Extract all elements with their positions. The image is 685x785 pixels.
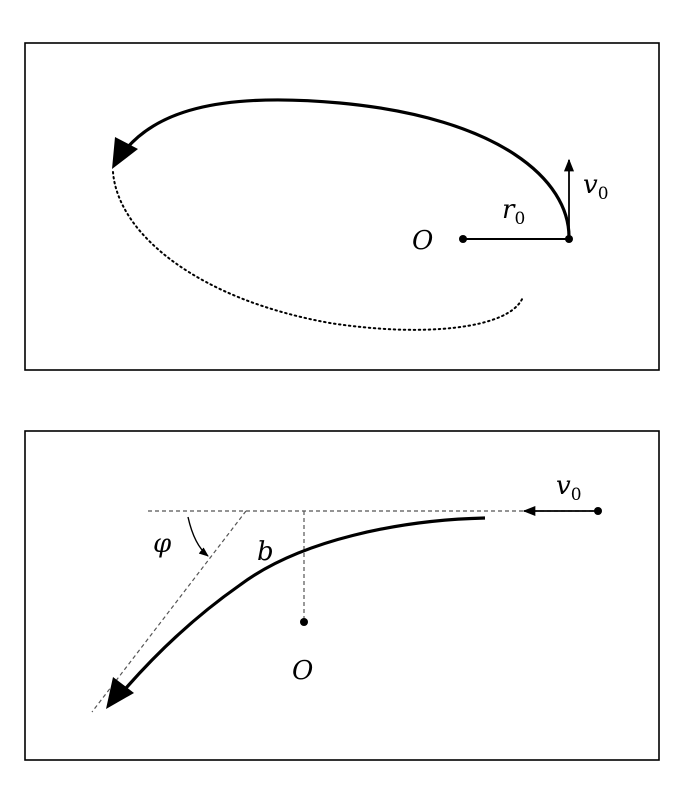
incoming-point	[594, 507, 602, 515]
origin-label-bottom: O	[292, 656, 313, 686]
velocity-label-top-main: v	[583, 170, 598, 200]
outgoing-asymptote	[91, 510, 247, 713]
angle-label: φ	[153, 529, 172, 559]
velocity-label-bottom: v0	[556, 471, 582, 505]
trajectory-arrowhead	[106, 677, 134, 709]
radius-label-sub: 0	[514, 209, 525, 229]
velocity-label-bottom-main: v	[556, 471, 571, 501]
velocity-label-top: v0	[583, 170, 609, 204]
velocity-label-bottom-sub: 0	[571, 485, 582, 505]
velocity-label-top-sub: 0	[598, 184, 609, 204]
origin-point-bottom	[300, 618, 308, 626]
panel-bottom: φ b O v0	[24, 430, 660, 761]
panel-bottom-frame	[24, 430, 660, 761]
impact-parameter-label: b	[257, 537, 274, 567]
orbit-arrowhead	[112, 137, 138, 169]
origin-point-top	[459, 235, 467, 243]
panel-top: O r0 v0	[24, 42, 660, 371]
radius-label-main: r	[502, 195, 516, 225]
orbit-solid-arc	[116, 98, 571, 238]
panel-top-frame	[24, 42, 660, 371]
radius-label: r0	[502, 195, 525, 229]
scattering-trajectory	[118, 516, 486, 697]
orbit-dotted-arc	[112, 171, 524, 331]
origin-label-top: O	[412, 226, 433, 256]
deflection-angle-arc	[187, 516, 209, 557]
